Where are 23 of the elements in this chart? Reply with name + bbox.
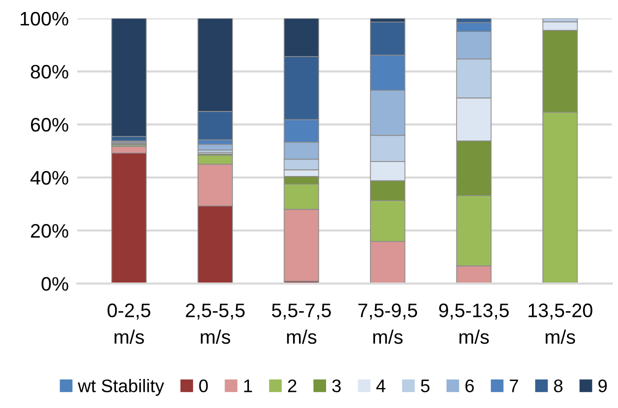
legend-label: 9: [598, 379, 607, 392]
y-tick-label: 100%: [20, 12, 68, 26]
y-tick-label: 20%: [30, 224, 68, 238]
legend-label: 4: [376, 380, 386, 392]
legend-label: 0: [199, 379, 208, 392]
x-tick-label: 7,5-9,5 m/s: [358, 304, 418, 344]
x-tick-label: 5,5-7,5 m/s: [272, 304, 331, 344]
legend-label: 7: [510, 380, 518, 392]
legend-label: 2: [288, 379, 296, 392]
legend-label: 6: [465, 379, 474, 392]
legend-label: wt Stability: [78, 379, 164, 396]
legend-label: 8: [554, 379, 562, 392]
legend-label: 3: [332, 379, 341, 392]
y-tick-label: 60%: [30, 118, 68, 132]
y-tick-label: 40%: [30, 170, 68, 185]
legend-label: 5: [420, 380, 430, 392]
x-tick-label: 9,5-13,5 m/s: [439, 304, 509, 344]
y-tick-label: 80%: [30, 64, 68, 79]
y-tick-label: 0%: [42, 277, 68, 291]
x-tick-label: 0-2,5 m/s: [108, 304, 150, 344]
x-tick-label: 2,5-5,5 m/s: [186, 304, 245, 344]
x-tick-label: 13,5-20 m/s: [528, 304, 592, 344]
legend-label: 1: [244, 380, 252, 392]
